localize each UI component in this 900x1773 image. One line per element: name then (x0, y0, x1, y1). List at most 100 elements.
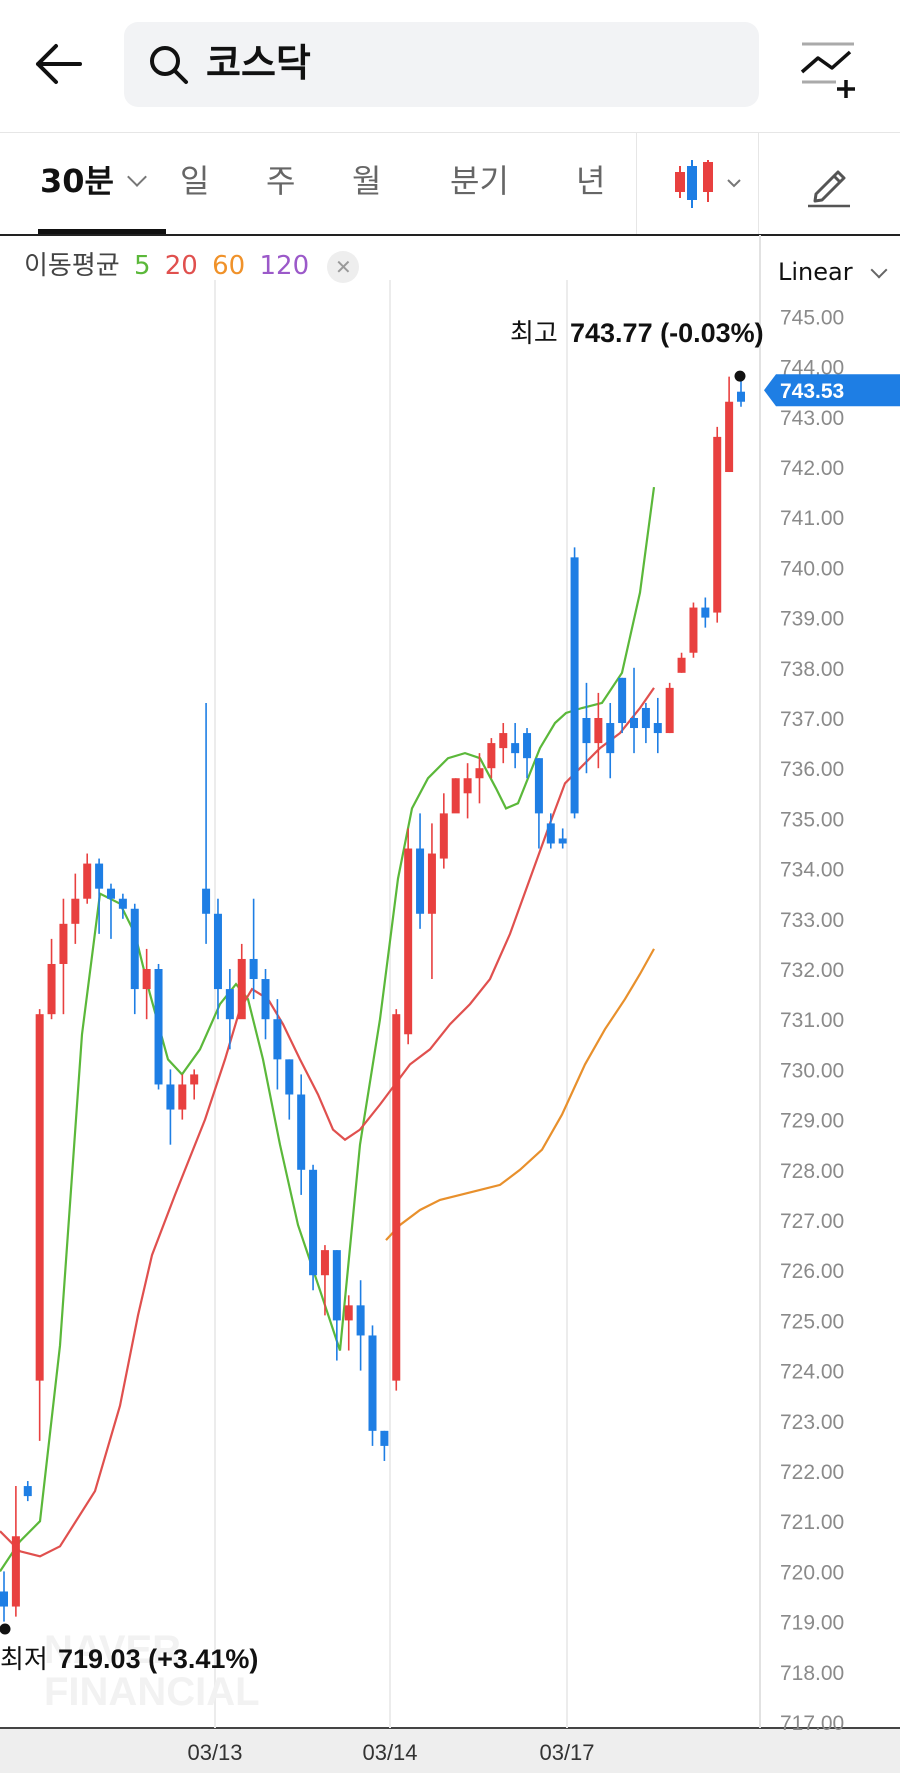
arrow-left-icon[interactable] (30, 34, 90, 94)
candle (416, 813, 425, 929)
ma-5[interactable]: 5 (133, 251, 151, 281)
chart-add-icon[interactable] (796, 36, 860, 100)
candle (427, 823, 436, 980)
tab-month[interactable]: 월 (352, 162, 382, 200)
candle-body (95, 863, 104, 889)
candle (606, 702, 615, 779)
candle (475, 753, 484, 804)
candle-body (570, 557, 579, 814)
search-icon (146, 42, 192, 88)
candle-body (641, 707, 650, 729)
candle (213, 898, 222, 1020)
y-tick-label: 725.00 (780, 1310, 844, 1333)
candle-body (320, 1250, 329, 1276)
tab-day[interactable]: 일 (180, 162, 210, 200)
y-tick-label: 729.00 (780, 1110, 844, 1133)
candle (0, 1571, 8, 1622)
candle (106, 883, 115, 939)
candle-body (23, 1486, 32, 1497)
candle (392, 1009, 401, 1391)
low-value: 719.03 (+3.41%) (58, 1644, 258, 1674)
y-tick-label: 738.00 (780, 658, 844, 681)
pencil-icon[interactable] (804, 158, 854, 208)
close-icon[interactable]: ✕ (327, 250, 360, 283)
y-tick-label: 735.00 (780, 808, 844, 831)
y-tick-label: 722.00 (780, 1461, 844, 1484)
candle (154, 963, 163, 1090)
high-label: 최고 (510, 318, 558, 348)
candle (594, 692, 603, 769)
candle (534, 758, 543, 849)
candle (202, 702, 211, 944)
divider (758, 132, 759, 234)
candle-body (71, 898, 80, 924)
x-tick-label: 03/17 (539, 1740, 594, 1765)
tab-quarter[interactable]: 분기 (450, 162, 509, 200)
y-tick-label: 721.00 (780, 1511, 844, 1534)
candle-body (166, 1084, 175, 1110)
ma-label: 이동평균 (24, 251, 120, 281)
ma-120[interactable]: 120 (259, 251, 310, 281)
candle-body (368, 1335, 377, 1431)
tab-year[interactable]: 년 (576, 162, 606, 200)
scale-selector[interactable]: Linear (778, 258, 888, 286)
candle-body (713, 436, 722, 613)
candle-body (178, 1084, 187, 1110)
candle-body (451, 778, 460, 814)
y-tick-label: 740.00 (780, 557, 844, 580)
x-tick-label: 03/14 (362, 1740, 417, 1765)
search-box[interactable]: 코스닥 (124, 22, 759, 107)
tab-week[interactable]: 주 (266, 162, 296, 200)
candle (368, 1325, 377, 1446)
ma-20[interactable]: 20 (164, 251, 198, 281)
candle (285, 1059, 294, 1120)
candle-body (558, 838, 567, 844)
candle (309, 1164, 318, 1291)
current-price-tag (764, 374, 900, 407)
candle (689, 602, 698, 658)
candle-body (416, 848, 425, 914)
candle-body (83, 863, 92, 899)
ma-60[interactable]: 60 (212, 251, 246, 281)
moving-average-legend: 이동평균 5 20 60 120 ✕ (24, 248, 365, 284)
low-label: 최저 (0, 1644, 48, 1674)
candle (618, 677, 627, 734)
candle-body (392, 1014, 401, 1381)
candle (190, 1069, 199, 1100)
candle (665, 682, 674, 734)
y-tick-label: 742.00 (780, 457, 844, 480)
tab-label: 30분 (40, 162, 114, 200)
candle (737, 376, 745, 407)
y-tick-label: 734.00 (780, 859, 844, 882)
candle (166, 1069, 175, 1145)
y-tick-label: 736.00 (780, 758, 844, 781)
candle-body (380, 1430, 389, 1446)
high-value: 743.77 (-0.03%) (570, 318, 764, 348)
candle-body (439, 813, 448, 859)
candle-body (511, 743, 520, 754)
moving-average-lines (0, 486, 656, 1573)
ma60-line (385, 948, 655, 1241)
ma20-line (0, 687, 655, 1558)
chart-type-button[interactable] (668, 132, 758, 234)
candle-body (404, 848, 413, 1035)
y-tick-label: 737.00 (780, 708, 844, 731)
candle (237, 943, 246, 1020)
candle-body (606, 723, 615, 754)
candle (23, 1481, 32, 1502)
x-axis-band (0, 1728, 900, 1773)
candle-body (487, 743, 496, 769)
candles (0, 376, 745, 1622)
candle (451, 778, 460, 814)
candle-body (618, 677, 627, 724)
candle (404, 828, 413, 1045)
candle (95, 858, 104, 934)
candlestick-chart[interactable]: NAVER FINANCIAL 717.00 718.00 719.00 720.00… (0, 235, 900, 1773)
x-tick-label: 03/13 (187, 1740, 242, 1765)
candle (47, 938, 56, 1020)
watermark: NAVER FINANCIAL (44, 1628, 260, 1714)
tab-30min[interactable]: 30분 (38, 132, 166, 234)
candle (523, 728, 532, 779)
y-tick-label: 719.00 (780, 1612, 844, 1635)
candle-body (130, 908, 139, 990)
